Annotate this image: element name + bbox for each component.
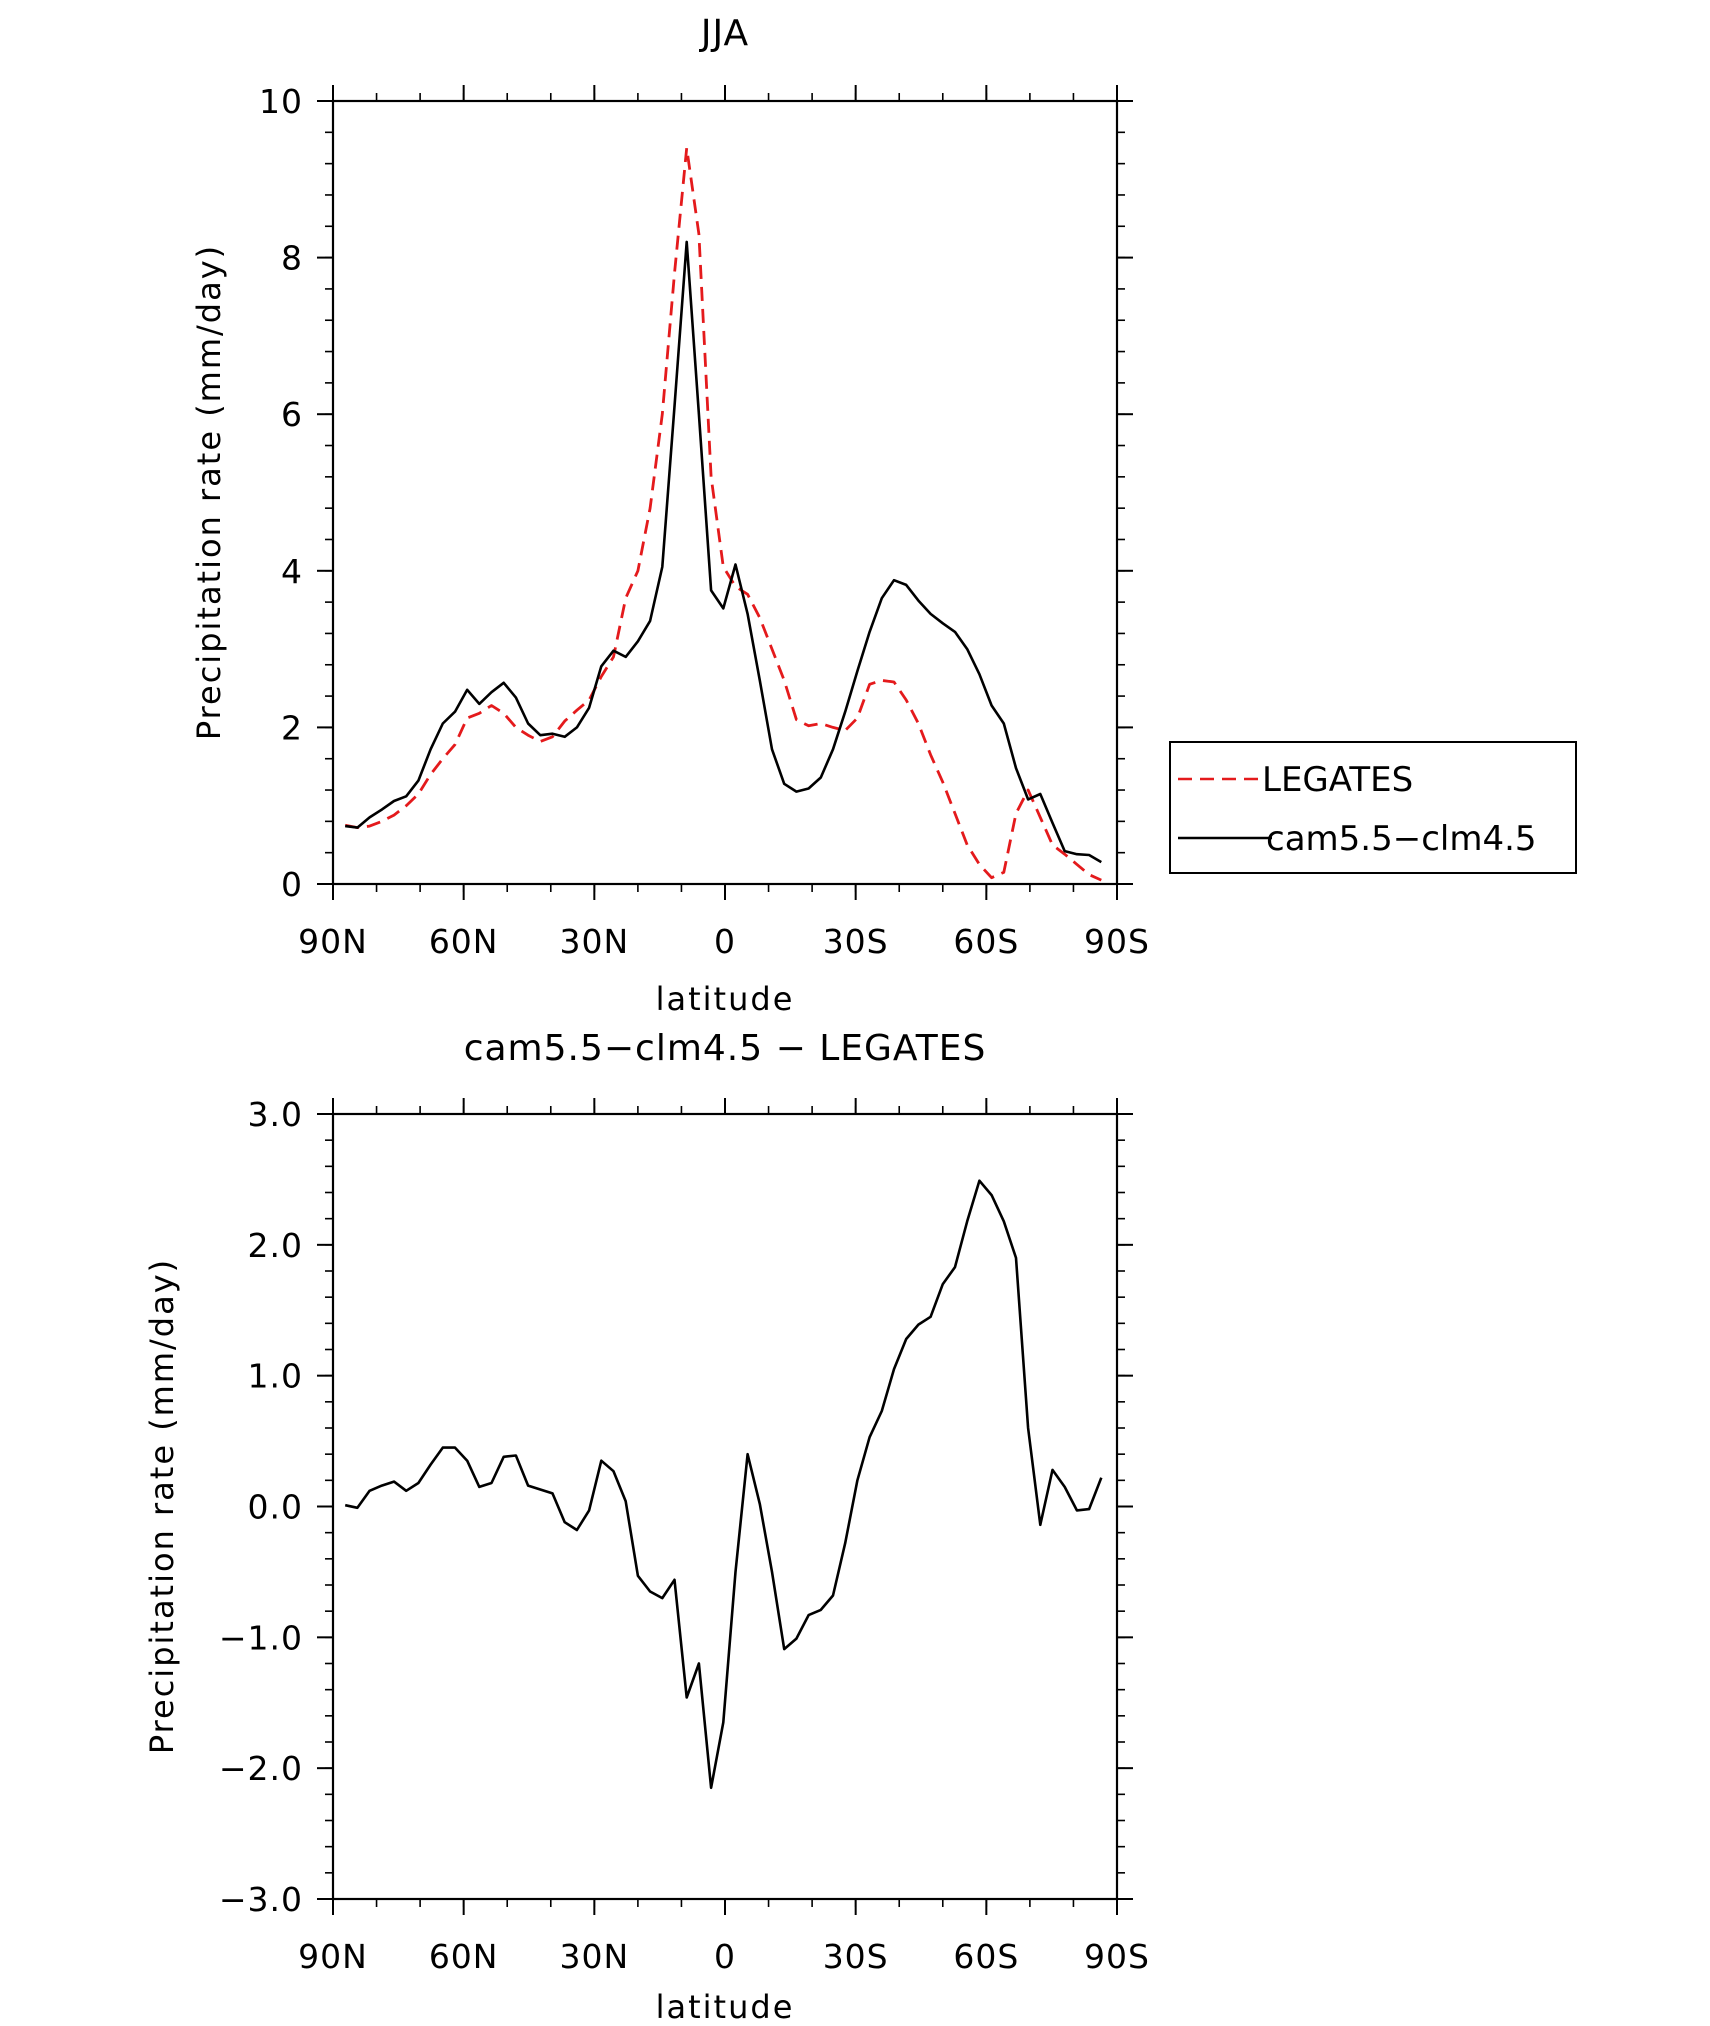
bottom-chart-title: cam5.5−clm4.5 − LEGATES [464, 1028, 987, 1069]
y-tick-label: 4 [281, 552, 303, 591]
series-line-legates [344, 146, 1102, 882]
bottom-x-minor-ticks [332, 1106, 1118, 1907]
top-y-minor-ticks [325, 100, 1125, 885]
x-tick-label: 0 [714, 922, 736, 961]
x-tick-label: 90N [298, 1937, 368, 1976]
top-chart-title: JJA [699, 13, 749, 54]
y-tick-label: 2.0 [248, 1226, 303, 1265]
top-y-axis-label: Precipitation rate (mm/day) [190, 244, 228, 740]
bottom-x-major-ticks [332, 1098, 1118, 1915]
y-tick-label: −2.0 [219, 1749, 303, 1788]
x-tick-label: 60N [429, 1937, 499, 1976]
bottom-y-axis-label: Precipitation rate (mm/day) [143, 1258, 181, 1754]
legend: LEGATES cam5.5−clm4.5 [1169, 741, 1577, 874]
x-tick-label: 60N [429, 922, 499, 961]
legend-frame [1169, 741, 1577, 874]
top-panel: JJA 0 2 4 6 8 10 90N 60N 30N 0 30S 60S 90S latitude… [190, 13, 1577, 1018]
x-tick-label: 90S [1084, 1937, 1150, 1976]
y-tick-label: −3.0 [219, 1880, 303, 1919]
x-tick-label: 90N [298, 922, 368, 961]
top-plot-frame [331, 99, 1119, 886]
series-line-model [345, 240, 1102, 864]
bottom-plot-frame [331, 1112, 1119, 1901]
y-tick-label: 0.0 [248, 1488, 303, 1527]
y-tick-label: 0 [281, 865, 303, 904]
series-line-difference [344, 1179, 1103, 1790]
y-tick-label: −1.0 [219, 1618, 303, 1657]
top-y-tick-labels: 0 2 4 6 8 10 [259, 82, 303, 904]
bottom-x-tick-labels: 90N 60N 30N 0 30S 60S 90S [298, 1937, 1150, 1976]
y-tick-label: 10 [259, 82, 303, 121]
bottom-panel: cam5.5−clm4.5 − LEGATES 3.0 2.0 1.0 0.0 −1.0… [143, 1028, 1150, 2026]
top-x-axis-label: latitude [656, 980, 795, 1018]
bottom-x-axis-label: latitude [656, 1988, 795, 2021]
x-tick-label: 0 [714, 1937, 736, 1976]
top-x-tick-labels: 90N 60N 30N 0 30S 60S 90S [298, 922, 1150, 961]
top-x-minor-ticks [332, 93, 1118, 892]
top-x-major-ticks [332, 85, 1118, 900]
y-tick-label: 2 [281, 708, 303, 747]
y-tick-label: 8 [281, 239, 303, 278]
bottom-y-major-ticks [317, 1113, 1133, 1900]
y-tick-label: 1.0 [248, 1357, 303, 1396]
bottom-series-lines [344, 1179, 1103, 1790]
x-tick-label: 60S [953, 922, 1019, 961]
x-tick-label: 30S [823, 922, 889, 961]
y-tick-label: 3.0 [248, 1095, 303, 1134]
bottom-y-tick-labels: 3.0 2.0 1.0 0.0 −1.0 −2.0 −3.0 [219, 1095, 303, 1919]
top-y-major-ticks [317, 100, 1133, 885]
x-tick-label: 30S [823, 1937, 889, 1976]
legend-label-legates: LEGATES [1262, 760, 1413, 800]
top-series-lines [344, 146, 1102, 882]
bottom-y-minor-ticks [325, 1113, 1125, 1900]
legend-label-model: cam5.5−clm4.5 [1266, 819, 1537, 859]
x-tick-label: 30N [559, 1937, 629, 1976]
y-tick-label: 6 [281, 395, 303, 434]
x-tick-label: 60S [953, 1937, 1019, 1976]
x-tick-label: 90S [1084, 922, 1150, 961]
x-tick-label: 30N [559, 922, 629, 961]
